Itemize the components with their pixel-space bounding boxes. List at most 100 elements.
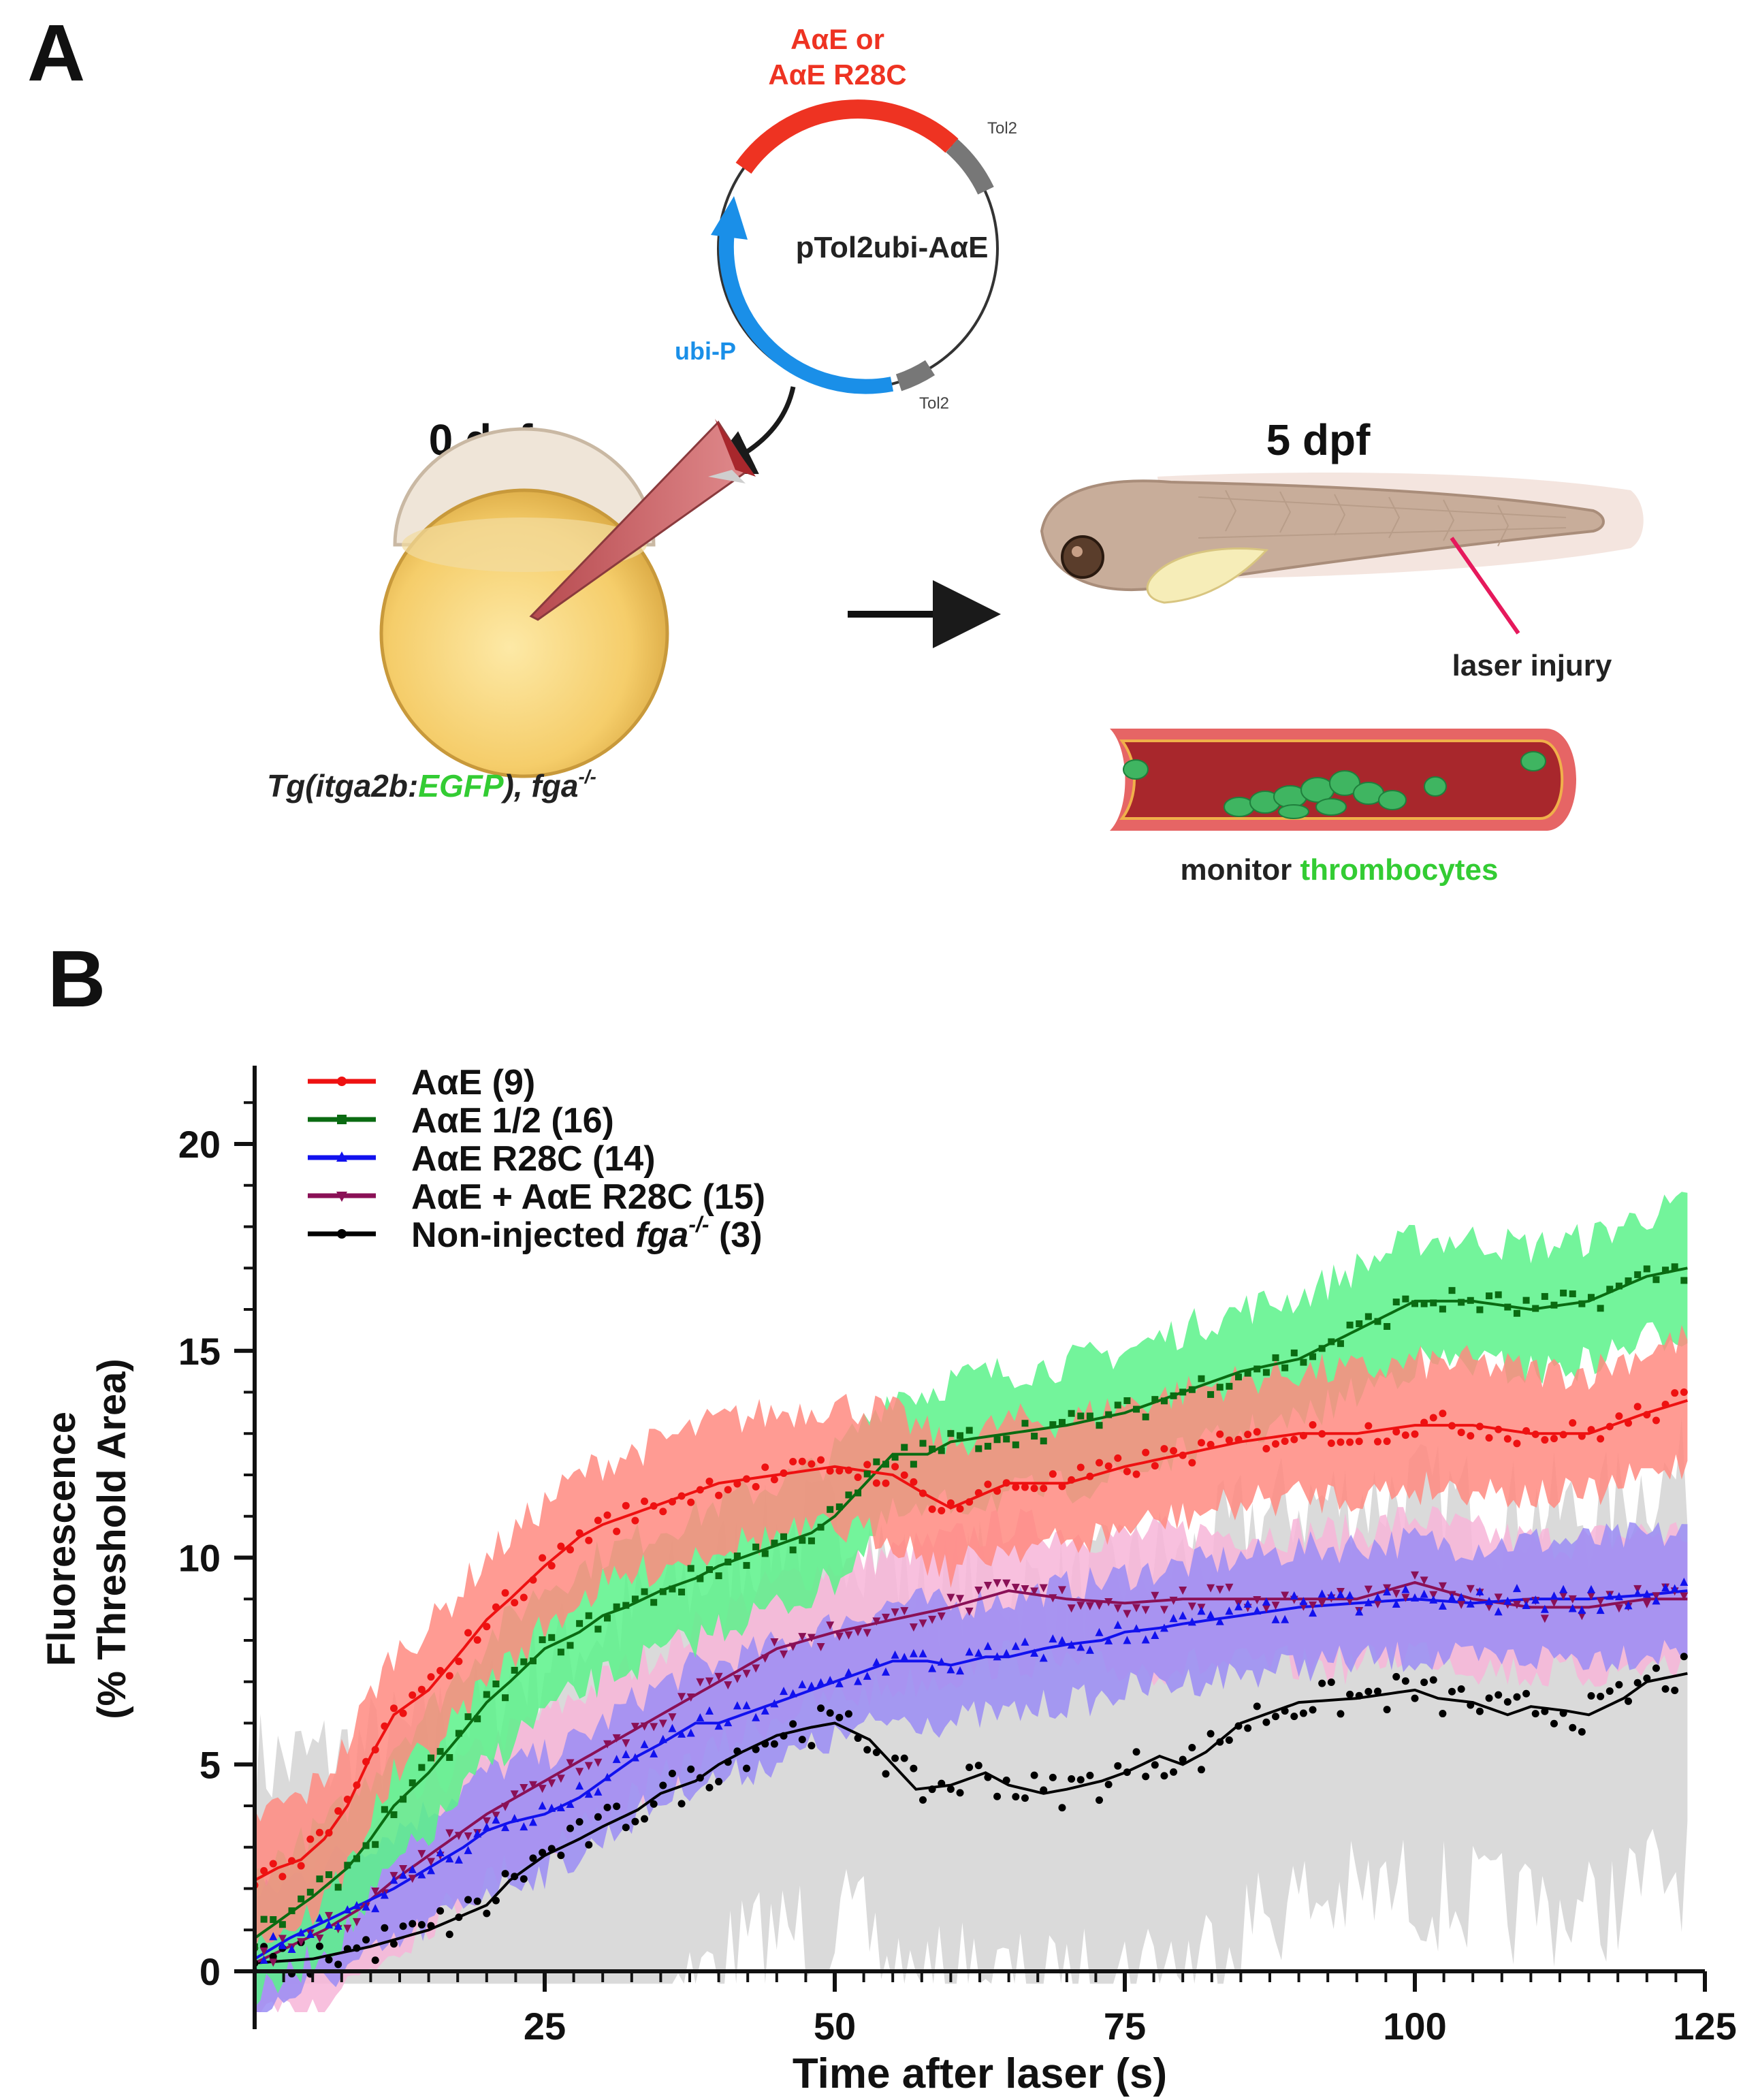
marker: [1420, 1418, 1428, 1427]
marker: [937, 1657, 946, 1666]
monitor-label: monitor thrombocytes: [1181, 853, 1499, 887]
marker: [1030, 1648, 1039, 1657]
plasmid-insert-label-1: AαE or: [790, 23, 884, 55]
marker: [1605, 1591, 1614, 1600]
marker: [1485, 1434, 1493, 1442]
laser-injury-label: laser injury: [1452, 649, 1612, 682]
marker: [1475, 1587, 1484, 1595]
marker: [641, 1497, 649, 1506]
marker: [418, 1764, 426, 1771]
stage-label-5dpf: 5 dpf: [1266, 415, 1371, 464]
x-axis-ticks: 25 50 75 100 125: [282, 1971, 1737, 2048]
marker: [1652, 1592, 1661, 1601]
marker: [1262, 1718, 1270, 1726]
marker: [1234, 1602, 1243, 1610]
marker: [668, 1723, 677, 1732]
marker: [1049, 1634, 1057, 1643]
marker: [1003, 1435, 1010, 1443]
marker: [455, 1730, 462, 1737]
plasmid-insert-label-2: AαE R28C: [768, 59, 906, 91]
marker: [780, 1650, 788, 1659]
marker: [965, 1607, 974, 1616]
marker: [1541, 1707, 1549, 1715]
marker: [808, 1742, 816, 1750]
marker: [1383, 1587, 1392, 1596]
marker: [1327, 1591, 1336, 1600]
marker: [400, 1796, 407, 1803]
marker: [761, 1550, 769, 1557]
marker: [464, 1896, 473, 1904]
marker: [1077, 1412, 1085, 1420]
marker: [1142, 1448, 1150, 1457]
marker: [1420, 1576, 1428, 1585]
marker: [752, 1745, 760, 1753]
panel-b: B 25 50 75 100 125 0 5 10 15 20 Time after laser…: [39, 934, 1737, 2097]
marker: [808, 1460, 816, 1468]
marker: [538, 1801, 547, 1810]
marker: [1040, 1786, 1048, 1794]
marker: [1253, 1365, 1261, 1373]
marker: [1225, 1606, 1234, 1615]
marker: [1615, 1681, 1623, 1689]
marker: [1299, 1431, 1307, 1439]
marker: [1364, 1687, 1373, 1696]
marker: [929, 1445, 936, 1452]
marker: [631, 1817, 639, 1826]
marker: [1383, 1437, 1391, 1446]
thrombocyte-cluster: [1123, 751, 1546, 819]
marker: [1670, 1584, 1679, 1593]
marker: [1132, 1748, 1140, 1756]
marker: [1309, 1608, 1317, 1617]
marker: [1104, 1462, 1113, 1470]
marker: [316, 1875, 323, 1883]
marker: [1587, 1585, 1596, 1593]
marker: [1170, 1768, 1178, 1776]
marker: [910, 1478, 918, 1486]
marker: [297, 1928, 306, 1937]
marker: [742, 1701, 751, 1710]
marker: [687, 1498, 695, 1506]
marker: [576, 1620, 584, 1627]
marker: [956, 1789, 964, 1797]
marker: [344, 1862, 351, 1869]
marker: [1309, 1353, 1317, 1361]
marker: [428, 1754, 435, 1762]
marker: [436, 1748, 444, 1755]
marker: [1355, 1437, 1363, 1446]
marker: [1188, 1386, 1196, 1393]
marker: [1457, 1429, 1465, 1437]
marker: [1244, 1369, 1251, 1377]
markers-series-5: [255, 1653, 1688, 1978]
marker: [575, 1818, 584, 1826]
legend-marker-2: [337, 1115, 347, 1124]
marker: [1188, 1743, 1196, 1751]
marker: [891, 1754, 899, 1762]
marker: [1652, 1276, 1660, 1284]
marker: [1086, 1472, 1094, 1480]
marker: [1096, 1796, 1104, 1804]
marker: [928, 1785, 936, 1794]
plasmid-diagram: AαE or AαE R28C pTol2ubi-AαE ubi-P Tol2 …: [675, 23, 1017, 413]
marker: [1438, 1582, 1447, 1591]
marker: [1448, 1422, 1456, 1430]
marker: [659, 1781, 667, 1789]
marker: [1002, 1579, 1011, 1588]
marker: [445, 1854, 454, 1863]
marker: [714, 1672, 723, 1681]
marker: [455, 1913, 463, 1922]
marker: [696, 1678, 705, 1687]
marker: [1560, 1289, 1567, 1296]
marker: [287, 1944, 296, 1953]
marker: [1318, 1430, 1326, 1438]
marker: [399, 1871, 408, 1879]
marker: [371, 1887, 380, 1896]
marker: [928, 1664, 937, 1672]
marker: [1132, 1604, 1141, 1612]
marker: [900, 1471, 908, 1479]
marker: [798, 1680, 807, 1689]
marker: [306, 1835, 315, 1843]
marker: [1624, 1601, 1633, 1610]
marker: [1569, 1723, 1577, 1732]
marker: [1272, 1713, 1280, 1721]
marker: [1299, 1709, 1307, 1717]
